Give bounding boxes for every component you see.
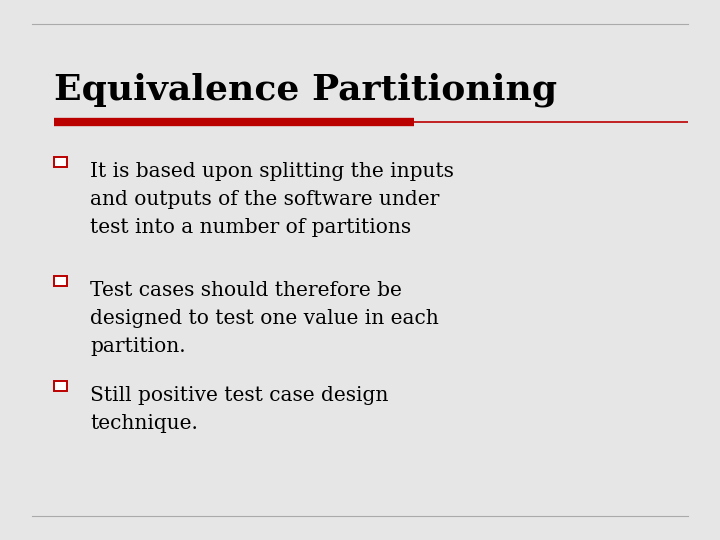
FancyBboxPatch shape bbox=[54, 157, 67, 167]
Text: partition.: partition. bbox=[90, 337, 186, 356]
FancyBboxPatch shape bbox=[54, 276, 67, 286]
FancyBboxPatch shape bbox=[54, 381, 67, 391]
Text: Test cases should therefore be: Test cases should therefore be bbox=[90, 281, 402, 300]
Text: and outputs of the software under: and outputs of the software under bbox=[90, 190, 439, 209]
Text: Equivalence Partitioning: Equivalence Partitioning bbox=[54, 73, 557, 107]
Text: It is based upon splitting the inputs: It is based upon splitting the inputs bbox=[90, 162, 454, 181]
Text: Still positive test case design: Still positive test case design bbox=[90, 386, 388, 405]
Text: test into a number of partitions: test into a number of partitions bbox=[90, 218, 411, 237]
Text: designed to test one value in each: designed to test one value in each bbox=[90, 309, 438, 328]
Text: technique.: technique. bbox=[90, 414, 198, 433]
